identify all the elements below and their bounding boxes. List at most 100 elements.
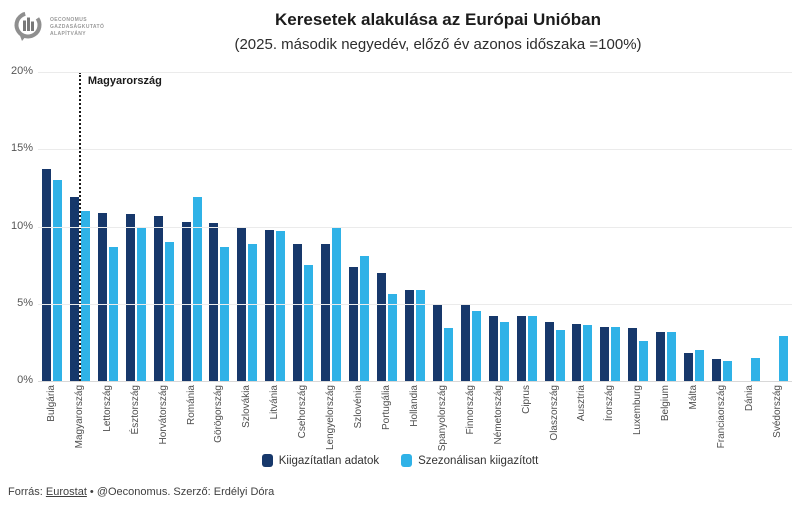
y-tick-label-20%: 20% (10, 65, 33, 77)
bar-Horvátország-Szezonálisan kiigazított (164, 241, 174, 381)
bar-group-Szlovénia (345, 72, 373, 381)
gridline-5% (38, 303, 792, 305)
logo-text: OECONOMUS GAZDASÁGKUTATÓ ALAPÍTVÁNY (50, 17, 104, 37)
x-label-cell-Németország: Németország (485, 385, 513, 460)
x-tick-label: Portugália (381, 385, 393, 431)
x-label-cell-Dánia: Dánia (736, 385, 764, 460)
bar-group-Finnország (457, 72, 485, 381)
x-tick-label: Horvátország (157, 385, 169, 445)
y-tick-label-15%: 15% (10, 142, 33, 155)
x-label-cell-Lettország: Lettország (94, 385, 122, 460)
gridline-15% (38, 149, 792, 151)
bar-group-Görögország (206, 72, 234, 381)
chart-subtitle: (2025. második negyedév, előző év azonos… (234, 36, 642, 53)
bar-Litvánia-Szezonálisan kiigazított (276, 231, 286, 381)
bar-Hollandia-Szezonálisan kiigazított (415, 289, 425, 381)
x-tick-label: Észtország (129, 385, 141, 435)
bar-Görögország-Szezonálisan kiigazított (220, 246, 230, 381)
x-tick-label: Málta (688, 385, 700, 410)
legend-swatch (261, 454, 273, 467)
x-tick-label: Svédország (771, 385, 783, 438)
x-label-cell-Olaszország: Olaszország (541, 385, 569, 460)
bar-Bulgária-Kiigazítatlan adatok (41, 169, 51, 381)
bar-Szlovénia-Szezonálisan kiigazított (360, 255, 370, 381)
chart-title: Keresetek alakulása az Európai Unióban (275, 10, 601, 29)
x-label-cell-Luxemburg: Luxemburg (624, 385, 652, 460)
bar-Svédország-Szezonálisan kiigazított (778, 336, 788, 381)
gridline-0% (38, 381, 792, 382)
bar-Románia-Kiigazítatlan adatok (181, 221, 191, 381)
x-axis-labels: Bulgária Magyarország Lettország Észtország… (38, 385, 792, 460)
bar-chart: Magyarország 0% 5% 10% 15% 20% Bulgária Magya… (0, 62, 800, 460)
bar-Olaszország-Kiigazítatlan adatok (544, 322, 554, 381)
gridline-10% (38, 226, 792, 228)
bar-group-Románia (178, 72, 206, 381)
bar-group-Dánia (736, 72, 764, 381)
bar-Lengyelország-Kiigazítatlan adatok (321, 243, 331, 381)
x-tick-label: Dánia (744, 385, 755, 412)
bar-group-Németország (485, 72, 513, 381)
bar-Németország-Kiigazítatlan adatok (488, 316, 498, 381)
x-tick-label: Belgium (660, 385, 672, 422)
bar-Belgium-Szezonálisan kiigazított (667, 331, 677, 381)
x-label-cell-Ciprus: Ciprus (513, 385, 541, 460)
bar-group-Bulgária (38, 72, 66, 381)
bar-group-Litvánia (261, 72, 289, 381)
bar-Magyarország-Szezonálisan kiigazított (80, 211, 90, 381)
x-tick-label: Németország (492, 385, 504, 445)
x-label-cell-Franciaország: Franciaország (708, 385, 736, 460)
x-label-cell-Horvátország: Horvátország (150, 385, 178, 460)
bar-Lettország-Szezonálisan kiigazított (108, 246, 118, 381)
x-tick-label: Hollandia (408, 385, 420, 427)
bar-group-Ausztria (569, 72, 597, 381)
x-tick-label: Szlovénia (353, 385, 365, 429)
bar-Horvátország-Kiigazítatlan adatok (153, 215, 163, 381)
bar-Ausztria-Szezonálisan kiigazított (583, 325, 593, 381)
legend: Kiigazítatlan adatok Szezonálisan kiigazí… (0, 454, 800, 467)
gridline-20% (38, 72, 792, 73)
legend-item-Kiigazítatlan adatok: Kiigazítatlan adatok (261, 454, 380, 467)
bar-group-Horvátország (150, 72, 178, 381)
bar-Csehország-Szezonálisan kiigazított (304, 265, 314, 381)
x-tick-label: Ausztria (576, 385, 588, 422)
annotation-label: Magyarország (87, 75, 162, 87)
bar-Franciaország-Kiigazítatlan adatok (712, 359, 722, 381)
bar-group-Hollandia (401, 72, 429, 381)
x-tick-label: Luxemburg (632, 385, 644, 436)
bar-Spanyolország-Kiigazítatlan adatok (432, 303, 442, 381)
bar-group-Spanyolország (429, 72, 457, 381)
bar-Olaszország-Szezonálisan kiigazított (555, 330, 565, 381)
bar-group-Olaszország (541, 72, 569, 381)
source-prefix: Forrás: (8, 486, 46, 498)
legend-item-Szezonálisan kiigazított: Szezonálisan kiigazított (401, 454, 538, 467)
x-label-cell-Szlovénia: Szlovénia (345, 385, 373, 460)
bar-Románia-Szezonálisan kiigazított (192, 197, 202, 381)
x-label-cell-Bulgária: Bulgária (38, 385, 66, 460)
bar-group-Franciaország (708, 72, 736, 381)
bar-group-Írország (596, 72, 624, 381)
eurostat-link[interactable]: Eurostat (45, 486, 87, 498)
x-tick-label: Lengyelország (325, 385, 337, 451)
logo-line-1: OECONOMUS (50, 17, 87, 23)
x-label-cell-Hollandia: Hollandia (401, 385, 429, 460)
x-label-cell-Szlovákia: Szlovákia (233, 385, 261, 460)
x-label-cell-Görögország: Görögország (206, 385, 234, 460)
bar-Belgium-Kiigazítatlan adatok (656, 331, 666, 381)
logo-line-3: ALAPÍTVÁNY (50, 31, 86, 37)
y-tick-label-10%: 10% (10, 219, 33, 232)
x-label-cell-Portugália: Portugália (373, 385, 401, 460)
x-tick-label: Spanyolország (436, 385, 448, 452)
x-tick-label: Ciprus (520, 385, 532, 414)
logo-line-2: GAZDASÁGKUTATÓ (50, 24, 105, 30)
bar-Finnország-Szezonálisan kiigazított (471, 311, 481, 381)
oeconomus-logo: OECONOMUS GAZDASÁGKUTATÓ ALAPÍTVÁNY (12, 10, 104, 44)
x-tick-label: Románia (185, 385, 197, 426)
bar-Luxemburg-Kiigazítatlan adatok (628, 328, 638, 381)
bar-Dánia-Szezonálisan kiigazított (751, 357, 760, 381)
x-tick-label: Finnország (464, 385, 476, 435)
bar-Görögország-Kiigazítatlan adatok (209, 223, 219, 381)
x-tick-label: Csehország (297, 385, 309, 439)
footer-source: Forrás: Eurostat • @Oeconomus. Szerző: E… (8, 486, 274, 498)
x-tick-label: Írország (604, 385, 616, 422)
legend-label: Kiigazítatlan adatok (278, 454, 380, 467)
